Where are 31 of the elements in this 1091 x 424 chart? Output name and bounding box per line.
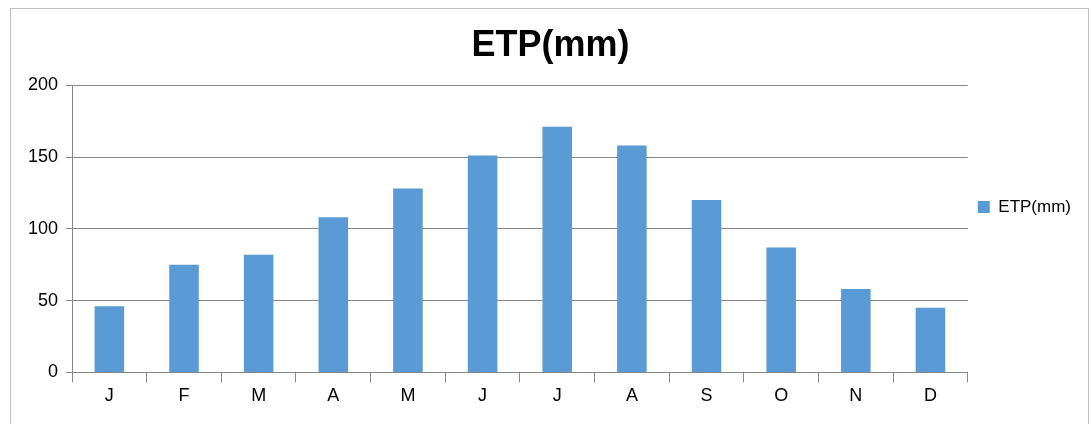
bar bbox=[169, 264, 199, 372]
x-tick-label: A bbox=[625, 385, 638, 406]
bar bbox=[617, 145, 647, 372]
bar bbox=[841, 289, 871, 372]
bar bbox=[94, 306, 125, 372]
x-tick-label: A bbox=[327, 385, 340, 406]
x-tick-label: O bbox=[774, 385, 789, 406]
bar bbox=[915, 307, 946, 372]
bar bbox=[393, 188, 423, 372]
y-tick-label: 200 bbox=[27, 74, 59, 95]
chart-title: ETP(mm) bbox=[471, 22, 630, 64]
legend-label: ETP(mm) bbox=[998, 196, 1072, 216]
bar bbox=[243, 254, 274, 372]
x-tick-label: J bbox=[552, 385, 562, 406]
x-tick-label: D bbox=[923, 385, 937, 406]
bar bbox=[542, 126, 573, 372]
bar bbox=[691, 200, 722, 372]
y-tick-label: 100 bbox=[27, 217, 59, 238]
bar bbox=[318, 217, 349, 372]
x-tick-label: N bbox=[849, 385, 863, 406]
bar bbox=[766, 247, 796, 372]
y-tick-label: 150 bbox=[27, 145, 59, 166]
x-tick-label: M bbox=[251, 385, 267, 406]
y-tick-label: 50 bbox=[38, 289, 59, 310]
x-tick-label: J bbox=[104, 385, 114, 406]
x-tick-label: F bbox=[178, 385, 190, 406]
x-tick-label: J bbox=[478, 385, 488, 406]
y-tick-label: 0 bbox=[48, 361, 59, 382]
x-tick-label: S bbox=[700, 385, 713, 406]
x-tick-label: M bbox=[400, 385, 416, 406]
bar bbox=[467, 155, 498, 372]
